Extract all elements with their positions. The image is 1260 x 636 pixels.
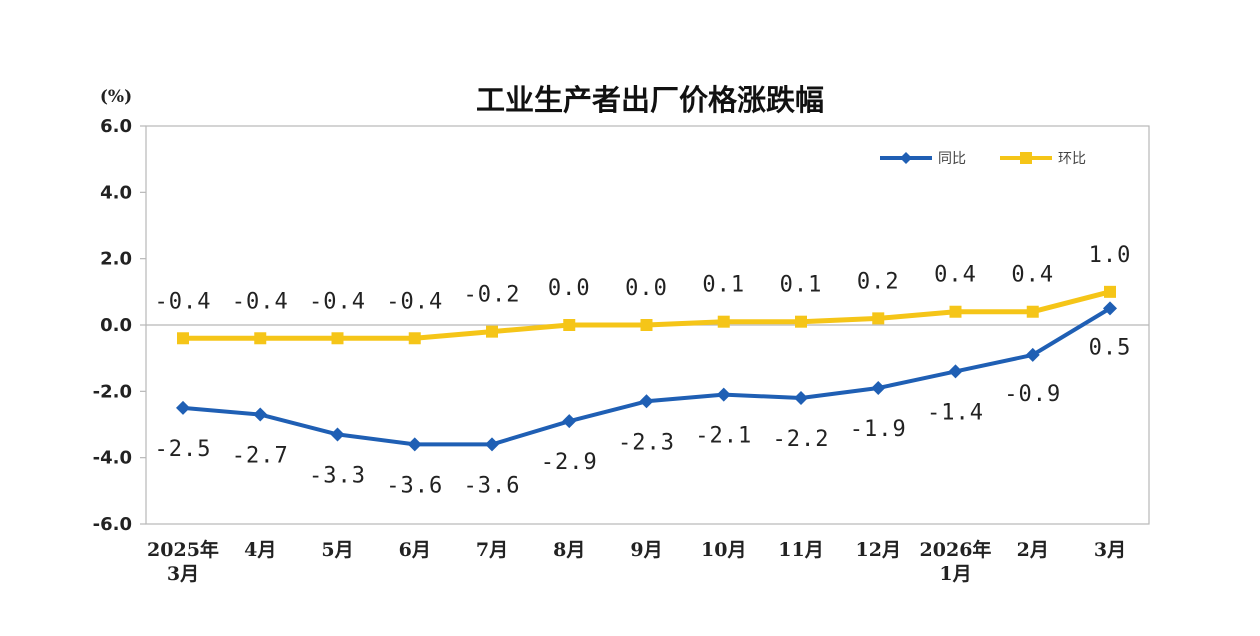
yoy-point-marker — [176, 400, 190, 415]
yoy-point-marker — [485, 437, 499, 452]
x-tick-label: 2026年 — [920, 538, 992, 561]
series-layer — [176, 285, 1117, 452]
mom-point-marker — [1104, 285, 1116, 298]
mom-point-marker — [949, 305, 962, 318]
legend-label-yoy: 同比 — [938, 151, 966, 167]
mom-data-label: 0.4 — [1011, 263, 1054, 288]
yoy-data-label: -2.5 — [155, 437, 212, 462]
x-tick-label: 3月 — [167, 563, 199, 585]
yoy-data-label: -2.2 — [773, 427, 830, 452]
yoy-data-label: -2.9 — [541, 450, 598, 475]
legend: 同比 环比 — [880, 151, 1086, 167]
data-labels: -0.4 -0.4 -0.4 -0.4 -0.2 0.0 0.0 0.1 0.1 0.2 0.4 0.… — [155, 243, 1132, 499]
yoy-data-label: -3.6 — [386, 473, 443, 498]
y-axis-unit: (%) — [100, 87, 132, 107]
yoy-data-label: -3.6 — [464, 473, 521, 498]
mom-data-label: -0.4 — [232, 289, 289, 314]
legend-label-mom: 环比 — [1058, 151, 1086, 167]
mom-point-marker — [717, 315, 730, 328]
yoy-data-label: -3.3 — [309, 463, 366, 488]
mom-point-marker — [331, 332, 344, 345]
yoy-point-marker — [794, 390, 808, 405]
yoy-point-marker — [330, 427, 345, 442]
yoy-point-marker — [253, 407, 268, 422]
x-tick-label: 2025年 — [147, 538, 219, 561]
x-tick-label: 10月 — [701, 539, 746, 561]
yoy-point-marker — [716, 387, 731, 402]
y-tick-label: 0.0 — [100, 315, 132, 336]
yoy-point-marker — [948, 364, 963, 379]
chart-title: 工业生产者出厂价格涨跌幅 — [476, 83, 824, 117]
mom-data-label: 1.0 — [1089, 243, 1132, 268]
y-tick-label: 6.0 — [100, 116, 132, 137]
mom-point-marker — [563, 319, 576, 331]
mom-data-label: 0.1 — [702, 273, 745, 298]
y-tick-label: 4.0 — [100, 182, 132, 203]
yoy-point-marker — [1103, 301, 1117, 316]
yoy-point-marker — [407, 437, 422, 452]
yoy-data-label: -2.1 — [695, 424, 752, 449]
x-tick-label: 11月 — [778, 539, 823, 561]
x-tick-label: 8月 — [553, 539, 585, 561]
yoy-point-marker — [562, 414, 577, 429]
mom-point-marker — [872, 312, 885, 325]
x-tick-label: 3月 — [1094, 539, 1126, 561]
yoy-data-label: -1.4 — [927, 400, 984, 425]
mom-data-label: -0.4 — [309, 289, 366, 314]
y-axis: 6.0 4.0 2.0 0.0 -2.0 -4.0 -6.0 — [93, 116, 146, 535]
yoy-point-marker — [639, 394, 654, 409]
x-tick-label: 7月 — [476, 539, 508, 561]
mom-data-label: 0.0 — [625, 276, 668, 301]
yoy-data-label: -2.7 — [232, 444, 289, 469]
y-tick-label: -2.0 — [93, 381, 132, 402]
mom-point-marker — [177, 332, 189, 345]
x-tick-label: 9月 — [630, 539, 662, 561]
legend-marker-mom — [1020, 152, 1032, 164]
x-tick-label: 4月 — [244, 539, 276, 561]
mom-data-label: -0.2 — [464, 283, 521, 308]
x-tick-label: 12月 — [856, 539, 901, 561]
mom-data-label: 0.2 — [857, 269, 900, 294]
yoy-data-label: 0.5 — [1089, 335, 1132, 360]
x-tick-label: 1月 — [939, 563, 971, 585]
yoy-point-marker — [1025, 347, 1040, 362]
mom-point-marker — [408, 332, 421, 345]
yoy-point-marker — [871, 381, 886, 396]
yoy-data-label: -0.9 — [1004, 382, 1061, 407]
x-tick-label: 5月 — [321, 539, 353, 561]
mom-data-label: -0.4 — [155, 289, 212, 314]
mom-point-marker — [254, 332, 267, 345]
y-tick-label: -6.0 — [93, 514, 132, 535]
mom-point-marker — [486, 325, 498, 338]
x-tick-label: 6月 — [399, 539, 431, 561]
mom-point-marker — [795, 315, 807, 328]
yoy-data-label: -2.3 — [618, 430, 675, 455]
y-tick-label: -4.0 — [93, 448, 132, 469]
mom-data-label: 0.4 — [934, 263, 977, 288]
y-tick-label: 2.0 — [100, 249, 132, 270]
x-tick-label: 2月 — [1017, 539, 1049, 561]
mom-data-label: -0.4 — [386, 289, 443, 314]
mom-data-label: 0.1 — [780, 273, 823, 298]
legend-marker-yoy — [900, 152, 912, 164]
mom-data-label: 0.0 — [548, 276, 591, 301]
mom-point-marker — [1026, 305, 1039, 318]
mom-point-marker — [640, 319, 653, 331]
yoy-data-label: -1.9 — [850, 417, 907, 442]
